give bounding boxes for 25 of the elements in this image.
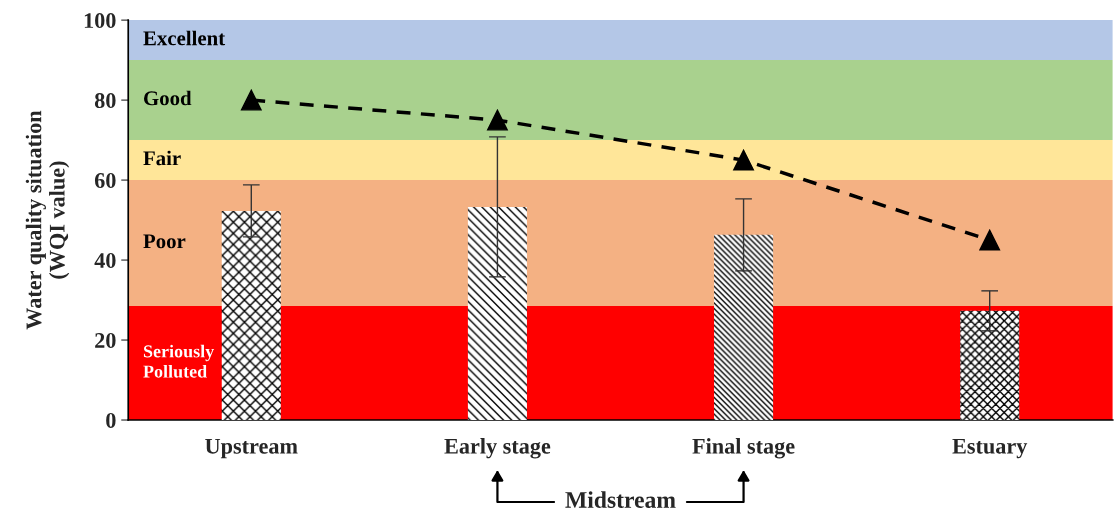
point (733, 149, 754, 171)
y-tick-label: 100 (84, 13, 116, 29)
point (979, 229, 1001, 251)
x-tick-label: Final stage (692, 438, 795, 459)
y-tick-label: 20 (95, 332, 116, 348)
bar (714, 234, 774, 421)
x-tick-label: Upstream (205, 438, 298, 459)
bar (221, 210, 281, 421)
y-tick-label: 0 (106, 412, 116, 428)
y-tick-label: 80 (94, 93, 116, 109)
x-tick-label: Estuary (952, 438, 1028, 459)
point (487, 109, 508, 131)
band-label: Excellent (143, 30, 226, 46)
band-label: Fair (143, 150, 181, 166)
y-tick-label: 40 (94, 253, 116, 268)
point (240, 89, 262, 111)
band-label: Poor (143, 234, 186, 249)
band-label: Seriously Polluted (143, 344, 215, 378)
text: Midstream (565, 491, 676, 508)
y-axis-title: Water quality situation (WQI value) (25, 110, 70, 330)
x-tick-label: Early stage (444, 438, 551, 459)
band-label: Good (144, 90, 192, 106)
bar (960, 310, 1020, 421)
y-tick-label: 60 (94, 173, 116, 189)
bar (467, 206, 527, 421)
